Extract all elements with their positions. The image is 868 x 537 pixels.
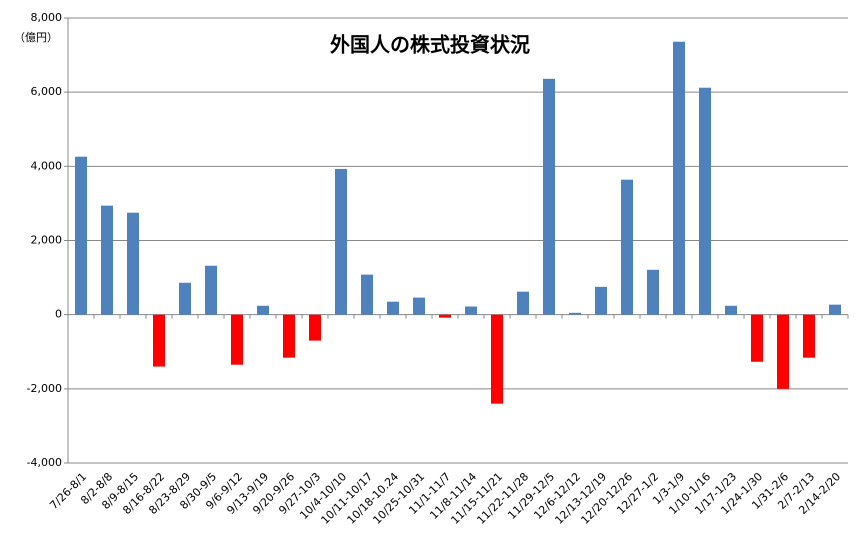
bar: [517, 291, 529, 315]
bar: [153, 314, 165, 367]
bar: [543, 78, 555, 315]
chart-title: 外国人の株式投資状況: [330, 33, 530, 57]
bar: [127, 212, 139, 315]
bar: [699, 87, 711, 315]
bar: [569, 312, 581, 315]
bar: [621, 179, 633, 315]
bar: [179, 282, 191, 315]
y-unit-label: （億円）: [14, 31, 58, 44]
bar: [75, 156, 87, 315]
bar: [465, 306, 477, 315]
bar: [491, 314, 503, 404]
y-tick-label: 8,000: [31, 11, 63, 24]
bar: [335, 168, 347, 315]
y-tick-label: -4,000: [27, 456, 62, 469]
bar: [309, 314, 321, 341]
bar: [413, 297, 425, 315]
bar: [673, 41, 685, 315]
bar: [725, 305, 737, 315]
bar: [205, 265, 217, 315]
bar: [803, 314, 815, 358]
y-tick-label: 6,000: [31, 85, 63, 98]
bar: [751, 314, 763, 362]
y-tick-label: 2,000: [31, 234, 63, 247]
bar: [257, 305, 269, 315]
bar: [595, 286, 607, 315]
bar: [829, 304, 841, 315]
bar: [777, 314, 789, 389]
bar: [439, 314, 451, 318]
y-tick-label: -2,000: [27, 382, 62, 395]
y-tick-label: 0: [55, 308, 62, 321]
bar: [361, 274, 373, 315]
bar: [647, 269, 659, 315]
y-tick-label: 4,000: [31, 159, 63, 172]
x-tick-label: 7/26-8/1: [47, 470, 89, 512]
bar: [283, 314, 295, 358]
bar: [101, 205, 113, 315]
bar: [231, 314, 243, 365]
bar: [387, 301, 399, 315]
